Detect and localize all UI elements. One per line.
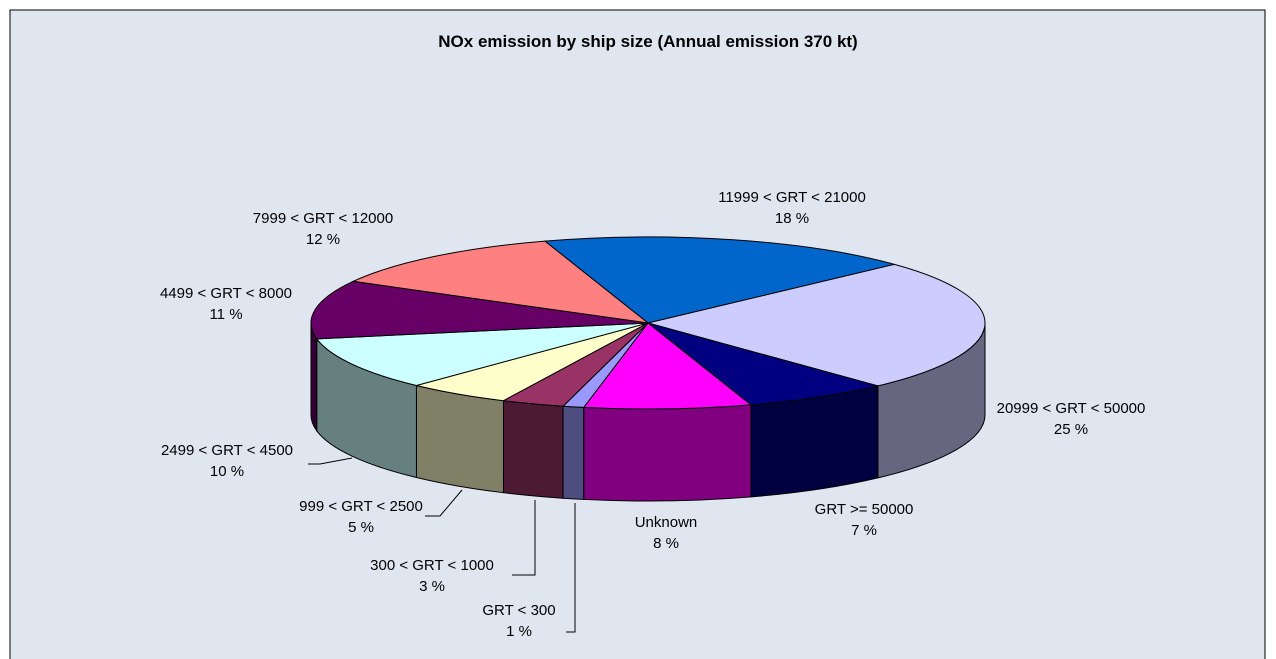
label-value: 12 % <box>306 231 340 248</box>
label-category: 11999 < GRT < 21000 <box>718 189 866 206</box>
leader-line <box>566 503 576 633</box>
slice <box>647 263 986 387</box>
label-category: 4499 < GRT < 8000 <box>160 285 292 302</box>
label-category: GRT >= 50000 <box>815 501 914 518</box>
label-category: 300 < GRT < 1000 <box>370 557 494 574</box>
slice-side <box>502 400 564 499</box>
pie-sides <box>310 322 986 502</box>
label-value: 18 % <box>775 210 809 227</box>
label-value: 5 % <box>348 519 374 536</box>
pie-tops <box>310 236 986 410</box>
slice <box>647 322 878 406</box>
slice-side <box>562 405 585 500</box>
slice <box>310 280 649 340</box>
leader-line <box>425 489 463 517</box>
label-category: GRT < 300 <box>482 602 555 619</box>
labels: 11999 < GRT < 21000 18 % 20999 < GRT < 500… <box>160 189 1145 640</box>
slice <box>582 322 753 410</box>
label-value: 1 % <box>506 623 532 640</box>
label-value: 11 % <box>209 306 242 323</box>
slice-side <box>583 404 752 502</box>
slice <box>351 240 650 324</box>
slice-side <box>310 322 318 433</box>
label-value: 25 % <box>1054 421 1088 438</box>
label-value: 3 % <box>419 578 445 595</box>
label-category: Unknown <box>635 514 698 531</box>
slice <box>315 322 649 387</box>
slice-side <box>415 384 504 494</box>
label-category: 7999 < GRT < 12000 <box>253 210 393 227</box>
leader-line <box>512 500 536 576</box>
label-category: 20999 < GRT < 50000 <box>997 400 1146 417</box>
chart-title: NOx emission by ship size (Annual emissi… <box>438 32 857 51</box>
label-value: 10 % <box>210 463 244 480</box>
label-value: 7 % <box>851 522 877 539</box>
leader-line <box>308 457 353 465</box>
label-value: 8 % <box>653 535 679 552</box>
label-category: 999 < GRT < 2500 <box>299 498 423 515</box>
label-category: 2499 < GRT < 4500 <box>161 442 293 459</box>
slice <box>543 236 895 324</box>
